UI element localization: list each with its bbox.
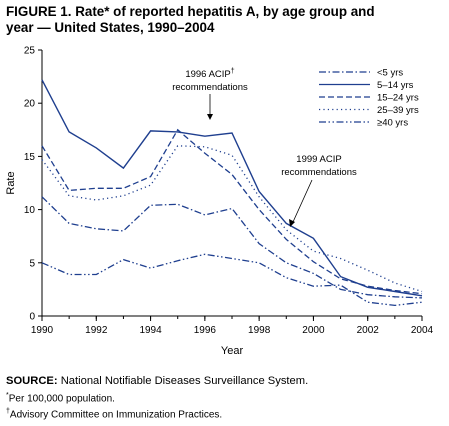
y-tick-label: 25 xyxy=(24,46,36,57)
annotation-1996-line-2: recommendations xyxy=(172,82,248,93)
footnote-star-mark: * xyxy=(6,391,9,399)
chart-axes: 0 5 10 15 20 25 1990 1992 1994 1996 1998 2000 2002 20… xyxy=(5,46,434,358)
footnote-star-text: Per 100,000 population. xyxy=(8,392,115,404)
y-tick-label: 15 xyxy=(24,152,36,163)
legend-label-2: 15–24 yrs xyxy=(377,93,419,104)
x-tick-label: 1998 xyxy=(248,325,271,336)
annotation-1999-arrow xyxy=(292,179,313,223)
footnote-acip: †Advisory Committee on Immunization Prac… xyxy=(6,405,446,422)
annotation-1999-arrowhead xyxy=(289,219,295,227)
legend-label-3: 25–39 yrs xyxy=(377,105,419,116)
figure-title-line-2: year — United States, 1990–2004 xyxy=(6,20,215,35)
x-tick-label: 1994 xyxy=(139,325,162,336)
x-axis-title: Year xyxy=(221,345,244,357)
y-tick-label: 5 xyxy=(29,258,35,269)
footnote-dagger-text: Advisory Committee on Immunization Pract… xyxy=(9,409,223,421)
legend-label-0: <5 yrs xyxy=(377,68,403,79)
figure-title: FIGURE 1. Rate* of reported hepatitis A,… xyxy=(6,4,446,36)
y-axis-title: Rate xyxy=(5,171,17,194)
footnote-dagger-mark: † xyxy=(6,408,10,416)
source-text: National Notifiable Diseases Surveillanc… xyxy=(60,375,309,387)
figure-title-line-1: FIGURE 1. Rate* of reported hepatitis A,… xyxy=(6,4,375,19)
x-tick-label: 2004 xyxy=(411,325,434,336)
line-chart: 0 5 10 15 20 25 1990 1992 1994 1996 1998 2000 2002 20… xyxy=(5,46,434,358)
annotation-1999-line-1: 1999 ACIP xyxy=(296,154,341,165)
annotation-1999-line-2: recommendations xyxy=(281,167,357,178)
y-tick-label: 20 xyxy=(24,99,36,110)
y-tick-label: 0 xyxy=(29,312,35,323)
source-label: SOURCE: xyxy=(6,375,58,387)
series-line-0 xyxy=(41,196,423,299)
footnote-per-100000: *Per 100,000 population. xyxy=(6,389,446,406)
figure-footer: SOURCE: National Notifiable Diseases Sur… xyxy=(6,375,446,422)
legend-label-4: ≥40 yrs xyxy=(377,118,408,129)
x-tick-label: 2002 xyxy=(357,325,380,336)
annotation-1996-acip: 1996 ACIP† recommendations xyxy=(172,68,248,120)
annotation-1999-acip: 1999 ACIP recommendations xyxy=(281,154,357,227)
x-tick-label: 1990 xyxy=(31,325,54,336)
series-line-1 xyxy=(41,79,423,297)
y-tick-label: 10 xyxy=(24,205,36,216)
x-tick-label: 2000 xyxy=(302,325,325,336)
annotation-1996-arrowhead xyxy=(207,114,213,120)
chart-series xyxy=(41,79,423,307)
source-line: SOURCE: National Notifiable Diseases Sur… xyxy=(6,375,446,389)
x-tick-label: 1996 xyxy=(194,325,217,336)
x-tick-label: 1992 xyxy=(85,325,108,336)
series-line-3 xyxy=(41,145,423,293)
legend-label-1: 5–14 yrs xyxy=(377,80,414,91)
series-line-4 xyxy=(41,253,423,307)
annotation-1996-line-1: 1996 ACIP† xyxy=(185,68,234,80)
